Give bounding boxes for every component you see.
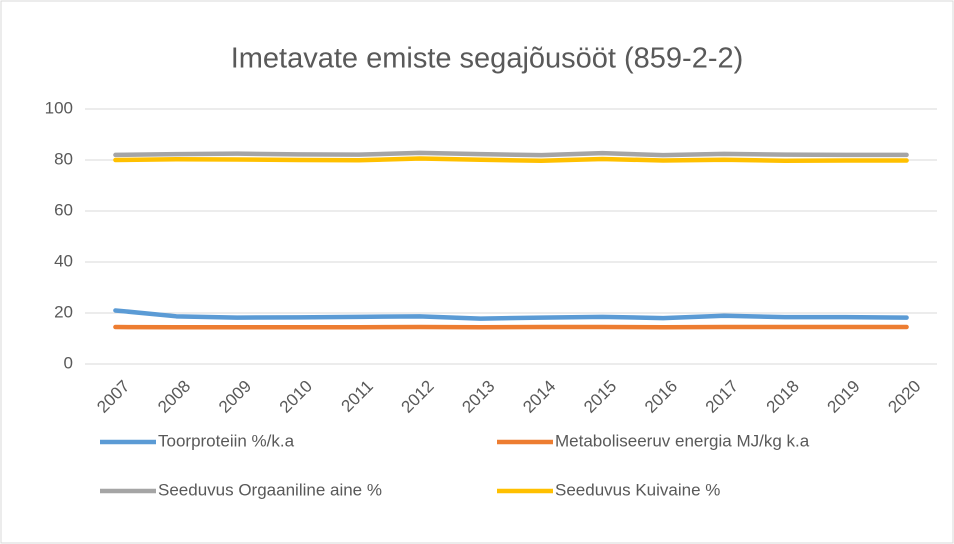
series-line [113,150,909,158]
legend-label: Toorproteiin %/k.a [158,431,295,450]
y-tick-label: 20 [54,302,73,321]
y-tick-label: 0 [64,353,73,372]
y-tick-label: 40 [54,251,73,270]
y-tick-label: 80 [54,149,73,168]
chart-title: Imetavate emiste segajõusööt (859-2-2) [231,43,744,75]
series-line [113,308,909,321]
series-line [113,156,909,164]
legend-label: Seeduvus Kuivaine % [555,480,720,499]
legend-label: Seeduvus Orgaaniline aine % [158,480,382,499]
y-tick-label: 60 [54,200,73,219]
legend-label: Metaboliseeruv energia MJ/kg k.a [555,431,810,450]
y-tick-label: 100 [45,98,73,117]
